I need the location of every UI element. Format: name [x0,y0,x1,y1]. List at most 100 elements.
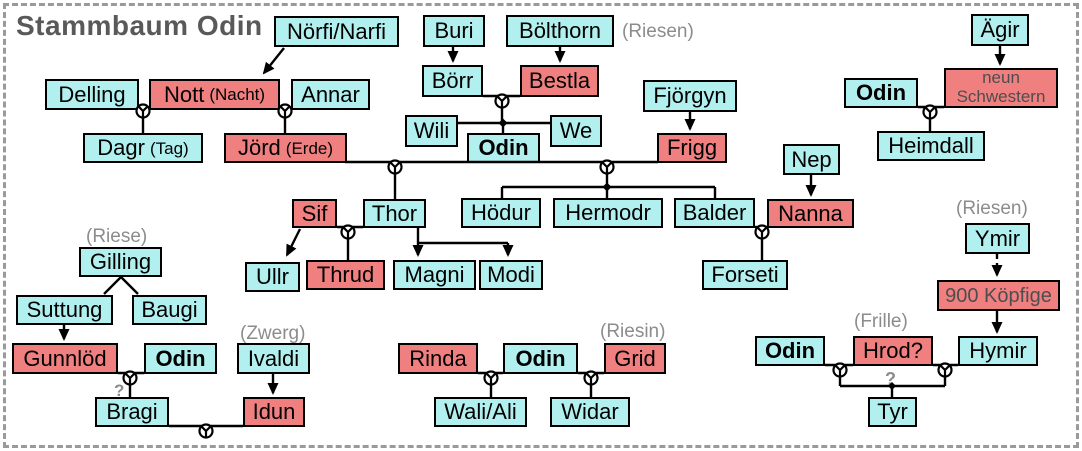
node-label: Bestla [528,68,591,93]
node-label: Nott [163,81,205,107]
node-delling: Delling [45,79,139,110]
node-gilling: Gilling [79,247,162,277]
node-hymir: Hymir [958,336,1038,366]
node-label: Delling [58,81,126,107]
node-balder: Balder [674,198,755,228]
node-label: Heimdall [888,133,974,158]
node-thor: Thor [363,199,426,228]
node-bestla: Bestla [520,65,599,97]
node-label: Magni [404,262,465,287]
node-annar: Annar [291,79,370,110]
node-label: 900 Köpfige [945,284,1052,307]
marriage-symbol-icon [122,370,138,386]
node-frigg: Frigg [657,133,727,163]
annotation-q-tyr: ? [885,369,896,389]
node-suttung: Suttung [16,295,113,325]
node-label: Tyr [877,399,908,424]
annotation-riese-gilling: (Riese) [86,226,148,247]
node-label: Ymir [974,225,1021,251]
node-label: Börr [431,68,474,93]
marriage-symbol-icon [832,362,848,378]
node-hrod: Hrod? [853,336,933,366]
annotation-riesen-boelthorn: (Riesen) [622,21,694,42]
node-label: Balder [682,200,747,225]
marriage-symbol-icon [922,104,938,120]
node-label: Hödur [471,200,531,225]
node-label: Nep [791,146,832,172]
marriage-symbol-icon [583,370,599,386]
node-heimdall: Heimdall [877,131,985,161]
marriage-symbol-icon [494,93,510,109]
node-label: Suttung [26,297,103,322]
node-label: Annar [301,81,360,107]
node-aegir: Ägir [971,14,1029,46]
node-label: Gilling [89,249,152,274]
node-label-suffix: (Tag) [149,138,189,158]
node-label: Thor [371,200,418,226]
node-label: Hymir [969,338,1027,363]
node-label: Frigg [666,135,718,160]
node-odin-wali: Odin [503,343,578,374]
node-odin-bragi: Odin [144,343,217,374]
node-label: Fjörgyn [653,83,727,108]
node-rinda: Rinda [398,343,478,374]
node-label: neun Schwestern [956,68,1046,106]
node-gunnloed: Gunnlöd [12,343,118,374]
annotation-zwerg-ivaldi: (Zwerg) [240,323,306,344]
arrow-noerfi-nott [262,47,285,75]
node-nanna: Nanna [767,199,854,228]
node-label: Bragi [106,399,158,424]
node-sif: Sif [292,199,337,228]
node-magni: Magni [393,260,476,290]
node-label: Buri [434,18,474,43]
node-label: Odin [155,345,206,371]
marriage-symbol-icon [277,103,293,119]
node-label: Odin [478,135,529,160]
node-we: We [550,115,602,147]
node-label: Gunnlöd [23,345,107,371]
junction-dot [602,182,612,192]
node-hermodr: Hermodr [553,198,663,228]
node-wili: Wili [405,115,458,147]
node-label: Hermodr [565,200,651,225]
node-label: Thrud [316,262,375,287]
node-hoedur: Hödur [461,198,541,228]
node-label: Modi [487,262,535,287]
node-widar: Widar [550,397,630,427]
node-buri: Buri [423,15,485,47]
marriage-symbol-icon [198,423,214,439]
node-neun-schwestern: neun Schwestern [944,68,1058,108]
node-modi: Modi [479,260,543,290]
node-label: Jörd [237,135,281,160]
annotation-q-gunnloed: ? [114,381,125,400]
node-fjoergyn: Fjörgyn [643,80,737,112]
node-tyr: Tyr [868,397,917,427]
marriage-symbol-icon [483,370,499,386]
annotation-riesen-ymir: (Riesen) [956,198,1028,219]
node-label: Sif [301,200,328,226]
node-label: Nanna [778,200,843,226]
node-label: Nörfi/Narfi [286,18,386,44]
node-label: Wili [413,118,450,143]
node-label: Widar [561,399,619,424]
node-label: Idun [252,399,296,424]
node-label: Rinda [409,345,467,371]
node-idun: Idun [243,397,305,427]
node-label: Baugi [141,297,198,322]
node-bragi: Bragi [95,397,169,427]
node-label-suffix: (Erde) [285,138,334,158]
node-label: We [559,118,593,143]
marriage-symbol-icon [599,159,615,175]
node-koepfige: 900 Köpfige [937,280,1060,311]
annotation-riesin-grid: (Riesin) [600,321,666,342]
node-dagr: Dagr (Tag) [83,133,203,163]
node-odin-heimdall: Odin [844,78,918,108]
node-label: Wali/Ali [444,399,517,424]
node-label: Ägir [980,17,1020,42]
node-noerfi: Nörfi/Narfi [274,16,399,47]
marriage-symbol-icon [340,224,356,240]
marriage-symbol-icon [937,362,953,378]
node-label-suffix: (Nacht) [209,85,266,104]
node-ymir: Ymir [965,223,1030,254]
